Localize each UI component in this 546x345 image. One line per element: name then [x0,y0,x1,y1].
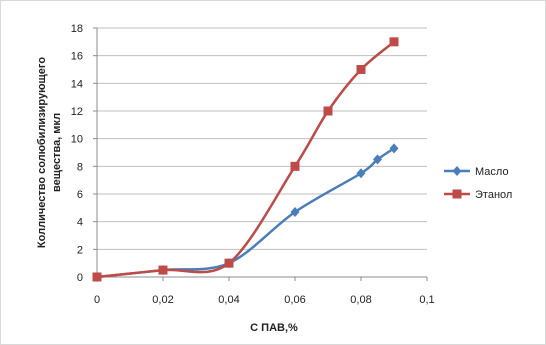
series-layer [92,37,399,282]
data-point-0-4 [356,168,366,179]
y-axis-title-line-2: вещества, мкл [51,113,63,192]
data-point-1-4 [323,106,333,116]
y-tick-label-3: 6 [77,189,83,201]
x-tick-label-4: 0,08 [350,294,371,306]
legend-marker-0 [452,166,462,176]
y-tick-labels: 0 2 4 6 8 10 12 14 16 18 [71,23,83,284]
y-tick-label-8: 16 [71,51,83,63]
data-point-0-5 [373,154,382,165]
x-tick-label-0: 0 [94,294,100,306]
y-tick-label-6: 12 [71,106,83,118]
axes [93,27,428,281]
y-tick-label-7: 14 [71,78,83,90]
legend-label-0: Масло [475,166,509,178]
y-tick-label-0: 0 [77,272,83,284]
x-axis-title: С ПАВ,% [250,322,298,334]
data-point-1-3 [290,161,300,171]
data-point-1-1 [158,265,168,275]
gridlines [97,27,427,250]
y-tick-label-4: 8 [77,161,83,173]
data-point-1-0 [92,272,102,282]
y-tick-label-1: 2 [77,244,83,256]
series-line-0 [95,147,396,279]
x-tick-labels: 0 0,02 0,04 0,06 0,08 0,1 [94,294,435,306]
legend-marker-1 [452,189,462,199]
series-etanol [92,37,399,282]
x-tick-label-1: 0,02 [152,294,173,306]
x-tick-label-5: 0,1 [419,294,434,306]
data-point-0-3 [290,206,300,217]
data-point-0-6 [389,143,399,154]
y-tick-label-9: 18 [71,23,83,35]
legend-item-0: Масло [444,166,509,178]
legend: Масло Этанол [444,166,512,201]
y-axis-title: Колличество солюбилизирующего вещества, … [36,57,63,248]
y-tick-label-2: 4 [77,217,83,229]
x-tick-label-3: 0,06 [284,294,305,306]
series-line-1 [95,40,396,279]
x-tick-label-2: 0,04 [218,294,239,306]
data-point-1-2 [224,258,234,268]
y-axis-title-line-1: Колличество солюбилизирующего [36,57,48,248]
legend-item-1: Этанол [444,189,512,201]
y-tick-label-5: 10 [71,134,83,146]
series-maslo [92,143,399,282]
legend-label-1: Этанол [475,189,512,201]
data-point-1-6 [389,37,399,47]
data-point-1-5 [356,65,366,74]
